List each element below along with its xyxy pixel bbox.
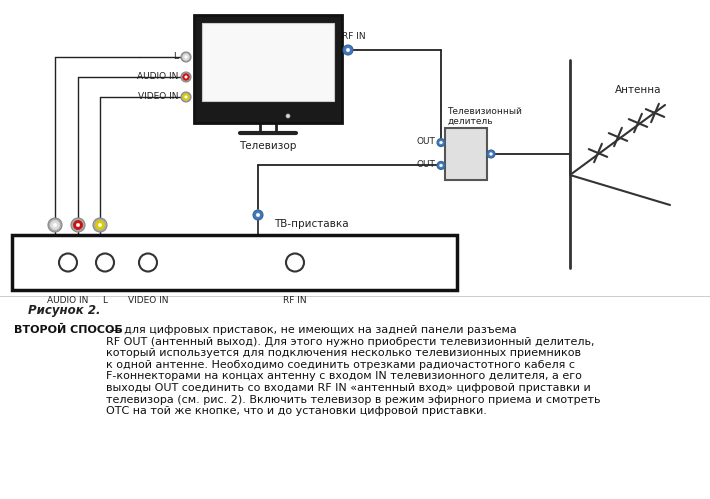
- Circle shape: [73, 221, 82, 230]
- Text: AUDIO IN: AUDIO IN: [136, 71, 178, 80]
- Circle shape: [286, 253, 304, 271]
- Circle shape: [182, 74, 190, 80]
- Circle shape: [286, 114, 290, 118]
- Circle shape: [487, 150, 495, 158]
- Circle shape: [98, 223, 102, 227]
- Text: RF IN: RF IN: [342, 32, 366, 41]
- Circle shape: [253, 210, 263, 220]
- Circle shape: [53, 223, 57, 227]
- Text: OUT: OUT: [416, 137, 435, 146]
- Text: OUT: OUT: [416, 160, 435, 169]
- Circle shape: [93, 218, 107, 232]
- Circle shape: [96, 253, 114, 271]
- Bar: [445, 128, 487, 180]
- Text: Телевизионный
делитель: Телевизионный делитель: [447, 107, 522, 126]
- Text: ТВ-приставка: ТВ-приставка: [274, 219, 349, 229]
- Text: L: L: [173, 51, 178, 60]
- Circle shape: [185, 56, 187, 58]
- Bar: [194, 15, 342, 123]
- Circle shape: [48, 218, 62, 232]
- Circle shape: [182, 54, 190, 60]
- Bar: [202, 23, 334, 101]
- Bar: [12, 235, 457, 290]
- Circle shape: [185, 76, 187, 78]
- Circle shape: [346, 48, 350, 52]
- Text: IN: IN: [474, 149, 484, 158]
- Circle shape: [437, 162, 445, 170]
- Text: VIDEO IN: VIDEO IN: [128, 296, 168, 305]
- Text: Рисунок 2.: Рисунок 2.: [28, 304, 101, 317]
- Circle shape: [185, 96, 187, 98]
- Circle shape: [139, 253, 157, 271]
- Circle shape: [182, 94, 190, 100]
- Text: L: L: [102, 296, 107, 305]
- Circle shape: [343, 45, 353, 55]
- Circle shape: [76, 223, 80, 227]
- Text: AUDIO IN: AUDIO IN: [48, 296, 89, 305]
- Circle shape: [181, 92, 191, 102]
- Circle shape: [181, 52, 191, 62]
- Circle shape: [95, 221, 104, 230]
- Circle shape: [59, 253, 77, 271]
- Circle shape: [490, 153, 493, 155]
- Text: VIDEO IN: VIDEO IN: [138, 91, 178, 100]
- Circle shape: [439, 141, 442, 144]
- Circle shape: [181, 72, 191, 82]
- Text: — для цифровых приставок, не имеющих на задней панели разъема
RF OUT (антенный в: — для цифровых приставок, не имеющих на …: [106, 325, 601, 416]
- Text: Телевизор: Телевизор: [239, 141, 297, 151]
- Circle shape: [437, 139, 445, 147]
- Text: RF IN: RF IN: [283, 296, 307, 305]
- Text: ВТОРОЙ СПОСОБ: ВТОРОЙ СПОСОБ: [14, 325, 123, 335]
- Circle shape: [71, 218, 85, 232]
- Circle shape: [256, 213, 260, 217]
- Circle shape: [439, 164, 442, 167]
- Circle shape: [50, 221, 60, 230]
- Text: Антенна: Антенна: [615, 85, 662, 95]
